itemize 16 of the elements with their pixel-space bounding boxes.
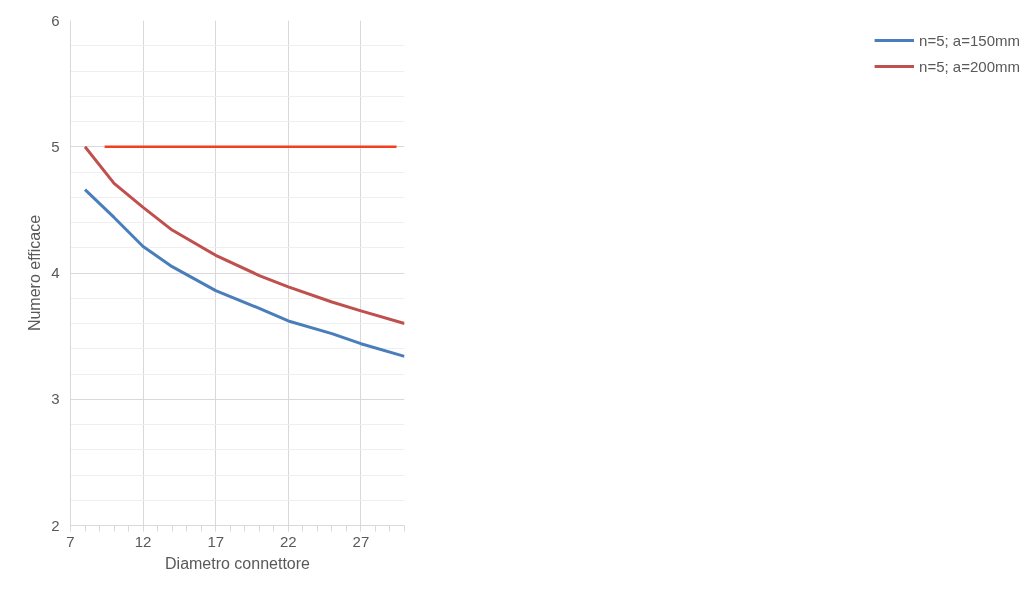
y-tick-label: 6 bbox=[51, 11, 60, 29]
y-axis-title: Numero efficace bbox=[26, 214, 44, 332]
y-tick-label: 5 bbox=[51, 137, 60, 155]
x-axis-title: Diametro connettore bbox=[165, 554, 311, 572]
legend-label: n=5; a=150mm bbox=[919, 31, 1020, 49]
x-tick-label: 27 bbox=[352, 532, 370, 550]
y-tick-label: 3 bbox=[51, 390, 60, 408]
x-tick-label: 22 bbox=[279, 532, 297, 550]
y-tick-label: 2 bbox=[51, 516, 60, 534]
y-tick-label: 4 bbox=[51, 264, 60, 281]
x-tick-label: 12 bbox=[134, 532, 152, 550]
x-tick-label: 17 bbox=[207, 532, 225, 550]
x-tick-label: 7 bbox=[66, 532, 75, 550]
legend-label: n=5; a=200mm bbox=[919, 57, 1020, 75]
line-series bbox=[83, 145, 405, 325]
line-series bbox=[83, 188, 405, 358]
